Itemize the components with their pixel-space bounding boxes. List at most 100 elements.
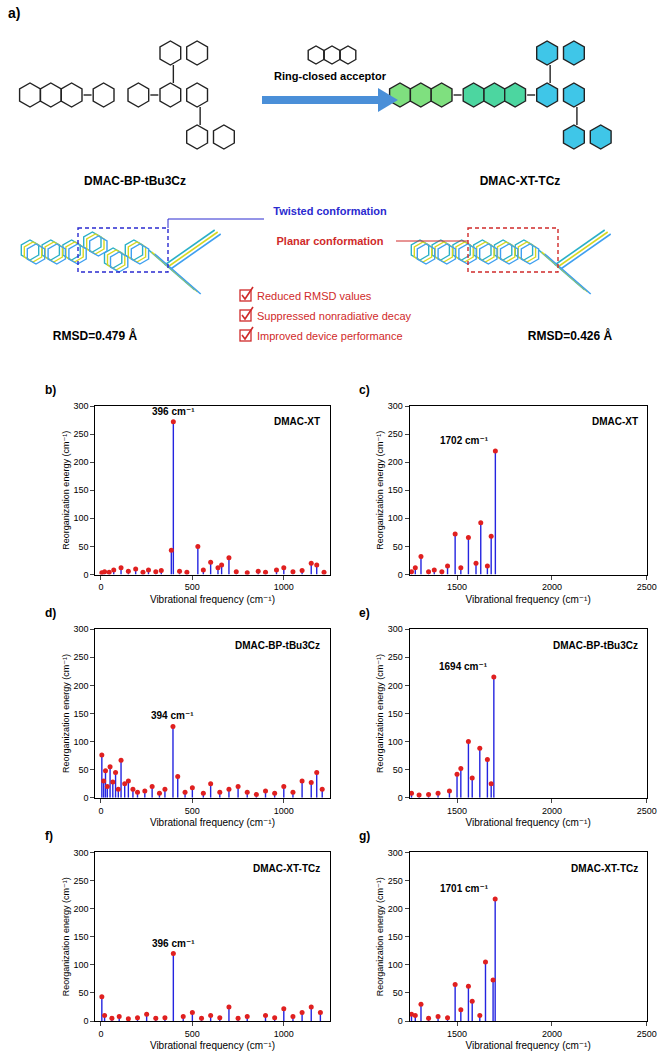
- svg-text:0: 0: [84, 570, 89, 580]
- svg-text:DMAC-XT: DMAC-XT: [592, 416, 638, 427]
- svg-text:0: 0: [84, 793, 89, 803]
- svg-text:50: 50: [393, 988, 403, 998]
- svg-text:150: 150: [74, 932, 89, 942]
- svg-text:DMAC-BP-tBu3Cz: DMAC-BP-tBu3Cz: [84, 174, 186, 188]
- svg-text:200: 200: [388, 681, 403, 691]
- svg-text:100: 100: [388, 513, 403, 523]
- svg-text:50: 50: [79, 765, 89, 775]
- svg-text:1702 cm⁻¹: 1702 cm⁻¹: [440, 435, 489, 446]
- svg-text:300: 300: [388, 624, 403, 634]
- svg-text:200: 200: [74, 904, 89, 914]
- svg-text:150: 150: [388, 932, 403, 942]
- svg-text:Vibrational frequency (cm⁻¹): Vibrational frequency (cm⁻¹): [150, 594, 275, 605]
- svg-text:Vibrational frequency (cm⁻¹): Vibrational frequency (cm⁻¹): [150, 1040, 275, 1051]
- svg-text:Reduced RMSD values: Reduced RMSD values: [257, 290, 372, 302]
- svg-text:Vibrational frequency (cm⁻¹): Vibrational frequency (cm⁻¹): [466, 594, 591, 605]
- svg-text:DMAC-BP-tBu3Cz: DMAC-BP-tBu3Cz: [235, 640, 320, 651]
- svg-text:250: 250: [74, 652, 89, 662]
- svg-text:150: 150: [74, 709, 89, 719]
- svg-text:Reorganization energy (cm⁻¹): Reorganization energy (cm⁻¹): [375, 654, 385, 773]
- svg-text:Reorganization energy (cm⁻¹): Reorganization energy (cm⁻¹): [61, 877, 71, 996]
- svg-text:1500: 1500: [447, 806, 467, 816]
- svg-text:100: 100: [74, 737, 89, 747]
- svg-text:Vibrational frequency (cm⁻¹): Vibrational frequency (cm⁻¹): [466, 817, 591, 828]
- svg-text:0: 0: [98, 1029, 103, 1039]
- svg-text:c): c): [359, 383, 370, 397]
- svg-text:394 cm⁻¹: 394 cm⁻¹: [151, 710, 194, 721]
- svg-text:0: 0: [398, 1016, 403, 1026]
- svg-text:0: 0: [84, 1016, 89, 1026]
- svg-text:2500: 2500: [637, 806, 657, 816]
- svg-text:200: 200: [74, 681, 89, 691]
- svg-text:100: 100: [74, 960, 89, 970]
- svg-text:1000: 1000: [274, 1029, 294, 1039]
- svg-text:e): e): [359, 606, 370, 620]
- svg-text:0: 0: [98, 806, 103, 816]
- svg-text:DMAC-XT-TCz: DMAC-XT-TCz: [480, 174, 561, 188]
- svg-text:b): b): [45, 383, 56, 397]
- svg-text:Reorganization energy (cm⁻¹): Reorganization energy (cm⁻¹): [375, 431, 385, 550]
- svg-text:Reorganization energy (cm⁻¹): Reorganization energy (cm⁻¹): [375, 877, 385, 996]
- svg-text:300: 300: [74, 401, 89, 411]
- svg-text:1701 cm⁻¹: 1701 cm⁻¹: [440, 883, 489, 894]
- svg-text:50: 50: [393, 765, 403, 775]
- svg-text:50: 50: [79, 542, 89, 552]
- svg-text:1500: 1500: [447, 1029, 467, 1039]
- svg-text:2000: 2000: [542, 806, 562, 816]
- svg-text:Suppressed nonradiative decay: Suppressed nonradiative decay: [257, 310, 412, 322]
- svg-text:500: 500: [185, 806, 200, 816]
- svg-text:1000: 1000: [274, 582, 294, 592]
- svg-text:396 cm⁻¹: 396 cm⁻¹: [152, 938, 195, 949]
- svg-text:DMAC-XT-TCz: DMAC-XT-TCz: [571, 863, 638, 874]
- svg-text:f): f): [45, 829, 53, 843]
- svg-text:Ring-closed acceptor: Ring-closed acceptor: [274, 70, 387, 82]
- svg-text:200: 200: [388, 904, 403, 914]
- svg-text:0: 0: [398, 793, 403, 803]
- svg-text:300: 300: [74, 624, 89, 634]
- svg-text:2500: 2500: [637, 582, 657, 592]
- svg-text:200: 200: [74, 457, 89, 467]
- svg-text:DMAC-XT: DMAC-XT: [274, 416, 320, 427]
- svg-text:0: 0: [398, 570, 403, 580]
- svg-text:100: 100: [388, 960, 403, 970]
- svg-text:300: 300: [74, 848, 89, 858]
- svg-text:500: 500: [185, 1029, 200, 1039]
- svg-text:1500: 1500: [447, 582, 467, 592]
- svg-text:250: 250: [388, 652, 403, 662]
- svg-text:250: 250: [388, 876, 403, 886]
- svg-text:a): a): [8, 5, 20, 21]
- svg-text:0: 0: [98, 582, 103, 592]
- svg-text:Planar conformation: Planar conformation: [277, 235, 384, 247]
- svg-text:500: 500: [185, 582, 200, 592]
- svg-text:200: 200: [388, 457, 403, 467]
- svg-text:50: 50: [79, 988, 89, 998]
- svg-text:Improved device performance: Improved device performance: [257, 330, 403, 342]
- svg-text:1694 cm⁻¹: 1694 cm⁻¹: [439, 661, 488, 672]
- svg-text:300: 300: [388, 848, 403, 858]
- svg-text:300: 300: [388, 401, 403, 411]
- svg-text:50: 50: [393, 542, 403, 552]
- svg-text:150: 150: [388, 485, 403, 495]
- svg-text:100: 100: [74, 513, 89, 523]
- svg-text:250: 250: [388, 429, 403, 439]
- svg-text:2000: 2000: [542, 582, 562, 592]
- svg-text:150: 150: [388, 709, 403, 719]
- svg-text:250: 250: [74, 429, 89, 439]
- svg-text:d): d): [45, 606, 56, 620]
- svg-text:Vibrational frequency (cm⁻¹): Vibrational frequency (cm⁻¹): [150, 817, 275, 828]
- svg-text:150: 150: [74, 485, 89, 495]
- svg-text:Vibrational frequency (cm⁻¹): Vibrational frequency (cm⁻¹): [466, 1040, 591, 1051]
- svg-text:Reorganization energy (cm⁻¹): Reorganization energy (cm⁻¹): [61, 431, 71, 550]
- svg-text:g): g): [359, 829, 370, 843]
- svg-text:396 cm⁻¹: 396 cm⁻¹: [152, 406, 195, 417]
- svg-text:2000: 2000: [542, 1029, 562, 1039]
- svg-text:DMAC-BP-tBu3Cz: DMAC-BP-tBu3Cz: [553, 640, 638, 651]
- svg-text:Reorganization energy (cm⁻¹): Reorganization energy (cm⁻¹): [61, 654, 71, 773]
- svg-text:2500: 2500: [637, 1029, 657, 1039]
- svg-text:Twisted conformation: Twisted conformation: [273, 205, 387, 217]
- svg-text:RMSD=0.426 Å: RMSD=0.426 Å: [528, 328, 613, 343]
- svg-text:DMAC-XT-TCz: DMAC-XT-TCz: [253, 863, 320, 874]
- svg-text:1000: 1000: [274, 806, 294, 816]
- svg-text:100: 100: [388, 737, 403, 747]
- svg-text:RMSD=0.479 Å: RMSD=0.479 Å: [53, 328, 138, 343]
